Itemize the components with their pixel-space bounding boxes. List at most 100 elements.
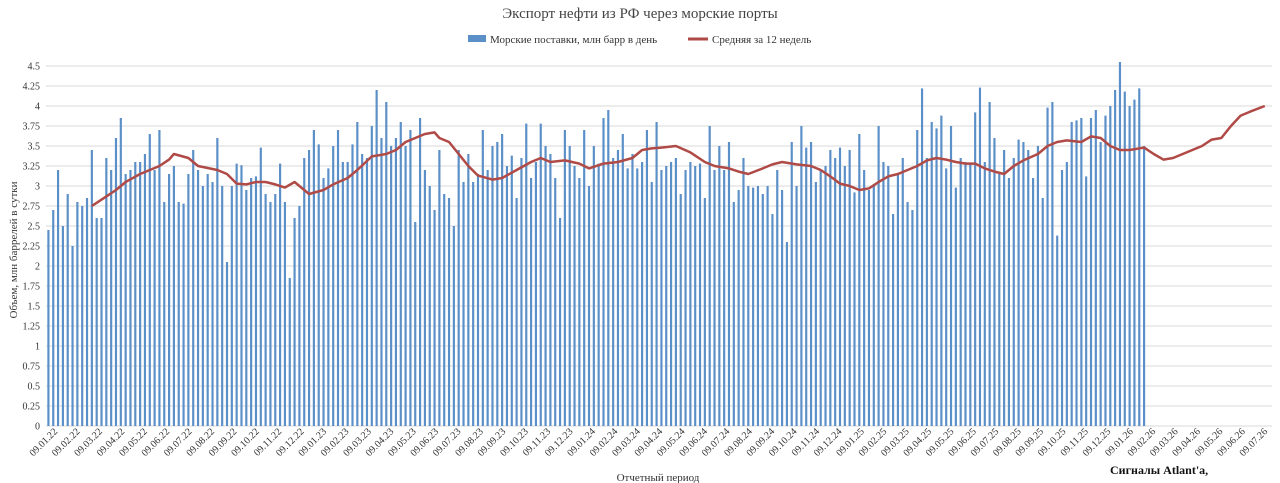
bar — [1041, 198, 1044, 426]
bar — [573, 166, 576, 426]
bar — [457, 150, 460, 426]
bar — [182, 203, 185, 426]
bar — [462, 182, 465, 426]
bar — [853, 192, 856, 426]
bar — [679, 194, 682, 426]
bar — [279, 163, 282, 426]
bar — [592, 146, 595, 426]
bar — [211, 182, 214, 426]
bar — [814, 182, 817, 426]
bar — [515, 198, 518, 426]
bar — [124, 174, 127, 426]
bar — [732, 202, 735, 426]
bar — [148, 134, 151, 426]
bar — [1036, 146, 1039, 426]
y-tick-label: 4 — [35, 102, 40, 113]
bar — [539, 123, 542, 426]
x-tick-labels: 09.01.2209.02.2209.03.2209.04.2209.05.22… — [28, 426, 1271, 459]
bar — [394, 138, 398, 426]
bar — [95, 218, 98, 426]
bar — [954, 187, 957, 426]
bar — [587, 186, 591, 426]
bar — [423, 170, 426, 426]
bar — [887, 166, 890, 426]
bar — [312, 130, 315, 426]
bar — [795, 186, 798, 426]
bar — [443, 194, 446, 426]
chart-title: Экспорт нефти из РФ через морские порты — [502, 6, 777, 22]
bar — [583, 130, 586, 426]
bar — [1027, 150, 1030, 426]
bar — [56, 170, 60, 426]
bar — [365, 158, 369, 426]
bar — [631, 154, 634, 426]
bar — [481, 130, 484, 426]
bar — [1007, 178, 1011, 426]
bar — [1099, 142, 1102, 426]
bar — [530, 178, 533, 426]
bar — [824, 166, 827, 426]
bar — [819, 170, 822, 426]
bar — [206, 174, 209, 426]
bar — [520, 158, 523, 426]
bar — [71, 246, 74, 426]
bar — [235, 163, 238, 426]
bar — [163, 202, 166, 426]
bar — [1060, 170, 1064, 426]
bar — [549, 154, 552, 426]
bar — [47, 230, 50, 426]
legend-line-label: Средняя за 12 недель — [712, 34, 811, 46]
bar — [1118, 62, 1122, 426]
bar — [776, 170, 779, 426]
bar — [703, 198, 706, 426]
bar — [303, 158, 306, 426]
bar — [472, 182, 475, 426]
bar — [641, 162, 644, 426]
bar — [1133, 99, 1136, 426]
bar — [949, 126, 953, 426]
bar — [578, 178, 581, 426]
bar — [1046, 107, 1049, 426]
bar — [602, 118, 605, 426]
bar — [838, 147, 842, 426]
bar — [665, 166, 668, 426]
bar — [920, 88, 924, 427]
y-tick-label: 3.75 — [23, 122, 41, 133]
bar — [269, 202, 272, 426]
bar — [684, 170, 687, 426]
bar — [983, 162, 986, 426]
bar — [168, 174, 171, 426]
bar — [805, 147, 808, 426]
bar — [616, 150, 620, 426]
bar — [491, 146, 494, 426]
bar — [351, 144, 354, 426]
bar — [752, 187, 755, 426]
avg-series-line — [91, 104, 1266, 208]
bar — [245, 190, 248, 426]
bar — [370, 126, 373, 426]
bar — [409, 130, 412, 426]
bar — [621, 134, 624, 426]
bar — [669, 162, 673, 426]
bar — [563, 130, 566, 426]
bar — [525, 123, 528, 426]
bar — [1138, 88, 1141, 427]
bar — [964, 162, 967, 426]
bar — [76, 202, 79, 426]
bar — [385, 102, 388, 426]
bar — [867, 190, 871, 426]
bar — [872, 186, 875, 426]
bar — [568, 146, 571, 426]
y-tick-label: 0.75 — [23, 362, 41, 373]
y-tick-label: 4.5 — [28, 62, 41, 73]
bar — [158, 130, 161, 426]
bar — [597, 163, 600, 426]
bar — [433, 210, 436, 426]
bar — [756, 186, 760, 426]
bar — [264, 194, 267, 426]
bar — [105, 158, 108, 426]
bar — [240, 165, 243, 426]
grid — [46, 65, 1272, 427]
bar — [708, 126, 711, 426]
bar — [172, 166, 175, 426]
